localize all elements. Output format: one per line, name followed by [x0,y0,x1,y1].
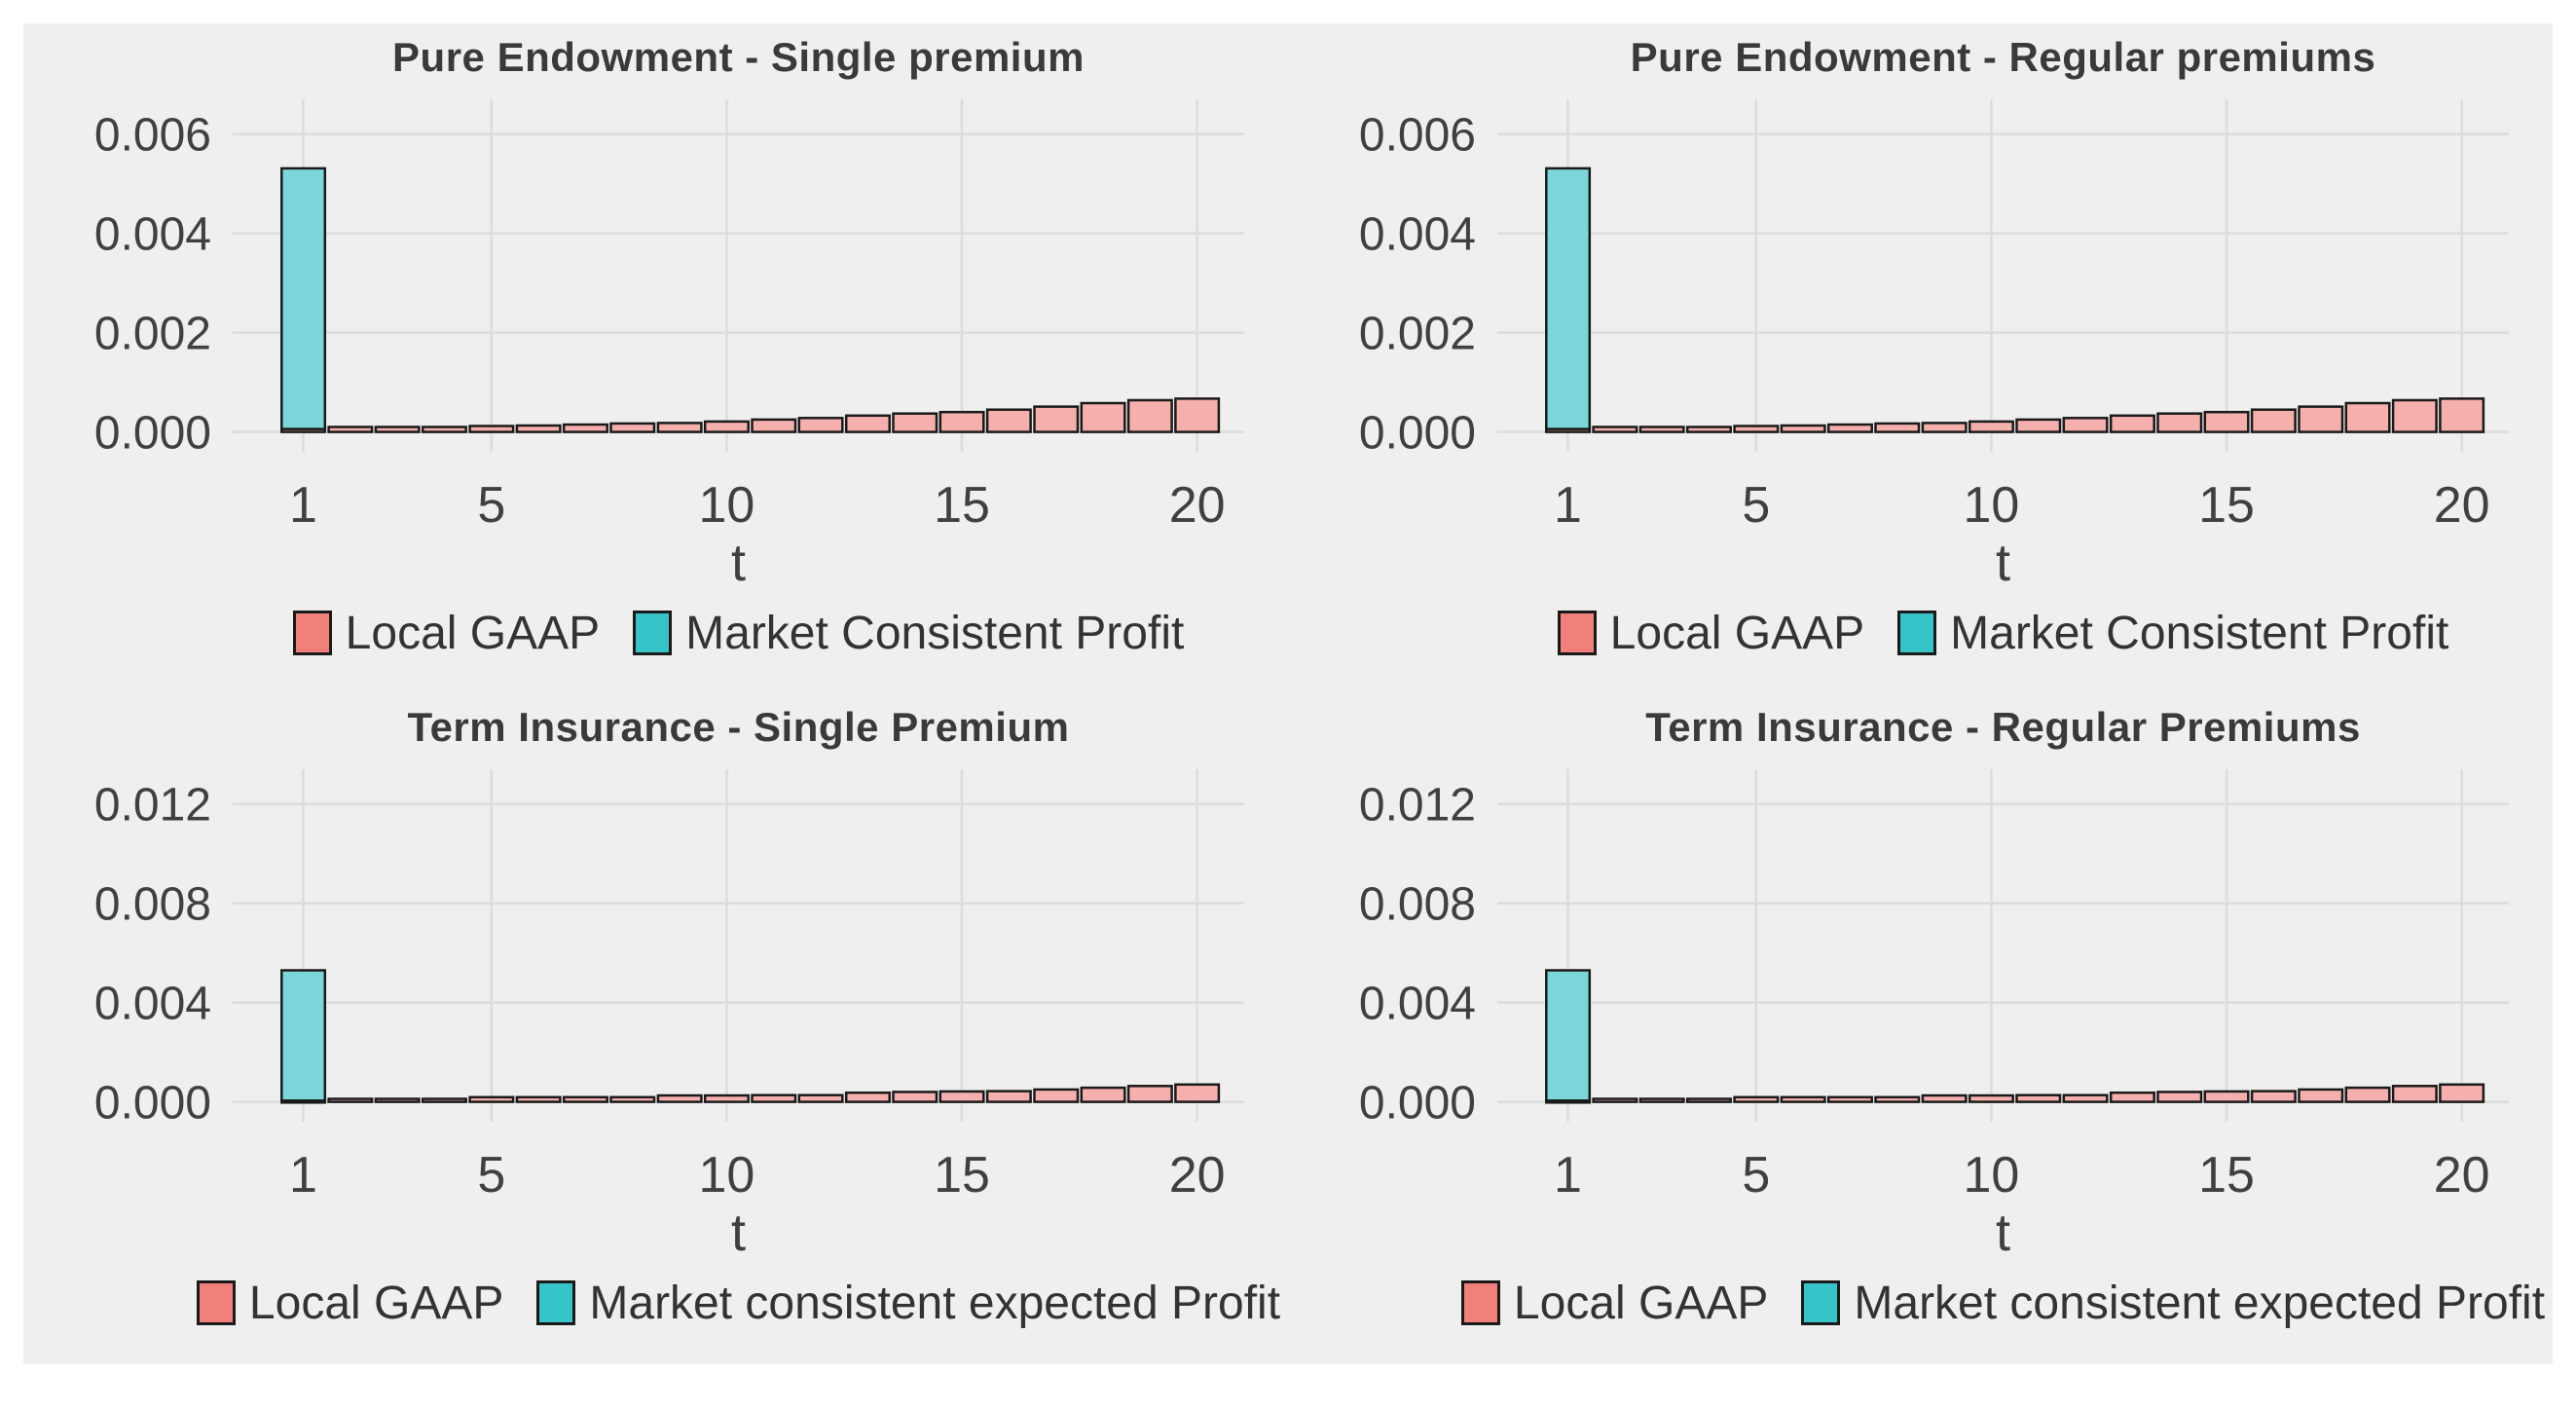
svg-text:1: 1 [1554,477,1582,534]
svg-text:0.004: 0.004 [1359,979,1476,1030]
legend-label: Local GAAP [1513,1277,1769,1329]
chart-term-insurance-regular-premiums: Term Insurance - Regular Premiums 0.000 0… [1288,693,2553,1363]
legend-item: Market Consistent Profit [1897,607,2448,660]
legend-label: Local GAAP [345,607,601,659]
svg-text:20: 20 [1169,477,1226,534]
svg-text:0.000: 0.000 [94,1078,211,1130]
svg-text:10: 10 [1963,1147,2019,1204]
svg-text:0.002: 0.002 [1359,309,1476,360]
legend-label: Market consistent expected Profit [1854,1277,2546,1329]
svg-text:t: t [1996,1204,2010,1262]
chart-term-insurance-single-premium: Term Insurance - Single Premium 0.000 0.0… [23,693,1288,1363]
svg-text:0.004: 0.004 [1359,209,1476,261]
chart-title: Term Insurance - Regular Premiums [1645,704,2361,750]
legend-key-swatch [1801,1280,1841,1325]
legend-label: Local GAAP [248,1277,504,1329]
chart-legend: Local GAAP Market Consistent Profit [23,592,1288,674]
legend-key-swatch [292,611,332,655]
legend-key-swatch [536,1280,576,1325]
svg-text:0.006: 0.006 [1359,110,1476,162]
svg-text:0.006: 0.006 [94,110,211,162]
chart-title: Pure Endowment - Single premium [392,34,1085,80]
svg-text:0.000: 0.000 [94,408,211,460]
svg-text:0.012: 0.012 [1359,780,1476,832]
chart-legend: Local GAAP Market consistent expected Pro… [1288,1262,2553,1344]
svg-text:t: t [731,1204,746,1262]
svg-text:0.008: 0.008 [1359,879,1476,931]
svg-text:0.004: 0.004 [94,979,211,1030]
legend-key-swatch [1897,611,1937,655]
legend-item: Local GAAP [1460,1277,1769,1330]
svg-text:0.008: 0.008 [94,879,211,931]
svg-text:0.002: 0.002 [94,309,211,360]
svg-text:1: 1 [289,477,317,534]
legend-key-swatch [1557,611,1597,655]
svg-text:1: 1 [289,1147,317,1204]
svg-text:t: t [731,534,746,592]
svg-text:15: 15 [2198,477,2255,534]
svg-text:5: 5 [1742,477,1770,534]
legend-item: Local GAAP [292,607,601,660]
svg-text:20: 20 [2434,477,2490,534]
legend-label: Market Consistent Profit [1950,607,2449,659]
svg-text:10: 10 [698,477,754,534]
legend-item: Market Consistent Profit [633,607,1184,660]
legend-item: Market consistent expected Profit [536,1277,1280,1330]
svg-text:5: 5 [1742,1147,1770,1204]
svg-text:0.004: 0.004 [94,209,211,261]
svg-text:0.012: 0.012 [94,780,211,832]
svg-text:5: 5 [477,477,505,534]
svg-text:15: 15 [934,1147,990,1204]
legend-item: Market consistent expected Profit [1801,1277,2545,1330]
chart-legend: Local GAAP Market Consistent Profit [1288,592,2553,674]
svg-text:5: 5 [477,1147,505,1204]
svg-text:15: 15 [934,477,990,534]
legend-label: Local GAAP [1609,607,1865,659]
chart-title: Pure Endowment - Regular premiums [1630,34,2376,80]
svg-text:20: 20 [2434,1147,2490,1204]
charts-panel: Pure Endowment - Single premium 0.000 0.0… [23,23,2553,1364]
svg-text:10: 10 [698,1147,754,1204]
svg-text:t: t [1996,534,2010,592]
svg-text:10: 10 [1963,477,2019,534]
svg-text:0.000: 0.000 [1359,408,1476,460]
legend-key-swatch [633,611,673,655]
chart-title: Term Insurance - Single Premium [407,704,1070,750]
legend-item: Local GAAP [196,1277,504,1330]
legend-label: Market Consistent Profit [685,607,1185,659]
legend-item: Local GAAP [1557,607,1865,660]
svg-text:0.000: 0.000 [1359,1078,1476,1130]
svg-text:15: 15 [2198,1147,2255,1204]
svg-text:20: 20 [1169,1147,1226,1204]
chart-pure-endowment-single-premium: Pure Endowment - Single premium 0.000 0.0… [23,23,1288,693]
legend-key-swatch [1460,1280,1500,1325]
legend-key-swatch [196,1280,236,1325]
chart-legend: Local GAAP Market consistent expected Pro… [23,1262,1288,1344]
chart-pure-endowment-regular-premiums: Pure Endowment - Regular premiums 0.000 0… [1288,23,2553,693]
legend-label: Market consistent expected Profit [589,1277,1281,1329]
svg-text:1: 1 [1554,1147,1582,1204]
